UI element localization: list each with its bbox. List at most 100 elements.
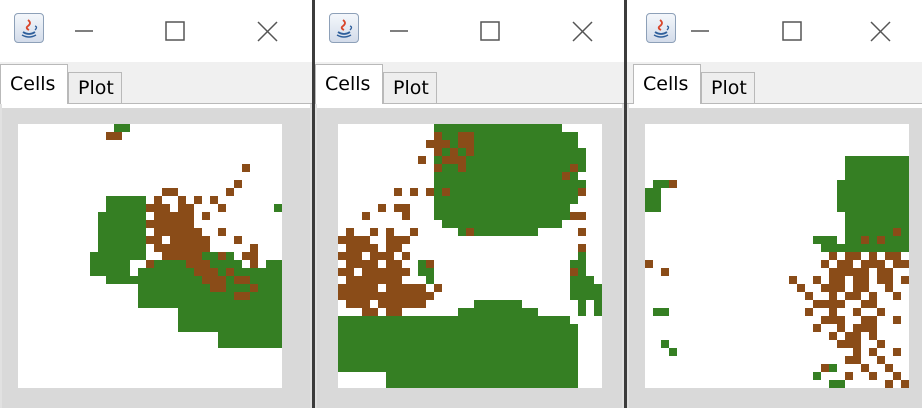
tab-cells[interactable]: Cells	[633, 64, 701, 104]
brown-cells	[458, 164, 466, 172]
brown-cells	[877, 308, 885, 316]
brown-cells	[434, 284, 442, 292]
brown-cells	[146, 220, 170, 228]
brown-cells	[661, 268, 669, 276]
cell-grid	[645, 124, 909, 388]
brown-cells	[821, 260, 829, 268]
brown-cells	[877, 268, 893, 276]
brown-cells	[250, 260, 258, 268]
tab-cells[interactable]: Cells	[315, 64, 383, 104]
brown-cells	[853, 348, 861, 356]
maximize-icon[interactable]	[156, 14, 190, 48]
brown-cells	[813, 276, 821, 284]
brown-cells	[578, 244, 586, 252]
brown-cells	[346, 244, 378, 252]
green-cells	[570, 260, 578, 300]
green-cells	[274, 268, 282, 308]
brown-cells	[861, 236, 869, 244]
tab-plot-label: Plot	[711, 77, 747, 99]
green-cells	[458, 228, 538, 236]
green-cells	[813, 236, 837, 244]
brown-cells	[450, 148, 458, 156]
tab-bar: Cells Plot	[627, 62, 922, 104]
brown-cells	[869, 252, 877, 260]
brown-cells	[869, 372, 877, 380]
brown-cells	[362, 308, 378, 316]
green-cells	[474, 300, 522, 308]
brown-cells	[861, 300, 877, 308]
brown-cells	[893, 316, 901, 324]
java-app-icon[interactable]	[646, 13, 676, 43]
tab-divider	[315, 103, 624, 104]
brown-cells	[370, 252, 394, 260]
window-separator	[624, 0, 627, 408]
brown-cells	[893, 260, 909, 268]
brown-cells	[338, 252, 362, 260]
close-icon[interactable]	[250, 14, 284, 48]
brown-cells	[146, 236, 162, 244]
brown-cells	[845, 372, 853, 380]
brown-cells	[346, 300, 370, 308]
brown-cells	[394, 188, 402, 196]
green-cells	[106, 276, 138, 284]
tab-plot[interactable]: Plot	[383, 72, 437, 104]
brown-cells	[837, 260, 853, 268]
title-bar[interactable]	[0, 0, 312, 62]
minimize-icon[interactable]	[682, 14, 716, 48]
brown-cells	[234, 236, 242, 244]
brown-cells	[877, 356, 885, 364]
app-window-2: Cells Plot	[315, 0, 624, 408]
brown-cells	[869, 292, 877, 300]
green-cells	[586, 276, 594, 300]
tab-bar: Cells Plot	[315, 62, 624, 104]
brown-cells	[386, 244, 402, 252]
brown-cells	[885, 380, 893, 388]
close-icon[interactable]	[863, 14, 897, 48]
java-app-icon[interactable]	[329, 13, 359, 43]
brown-cells	[154, 196, 162, 204]
maximize-icon[interactable]	[773, 14, 807, 48]
brown-cells	[845, 332, 861, 340]
brown-cells	[813, 300, 845, 308]
brown-cells	[386, 260, 402, 268]
brown-cells	[170, 220, 194, 228]
brown-cells	[877, 340, 885, 348]
brown-cells	[645, 260, 653, 268]
brown-cells	[226, 188, 234, 196]
green-cells	[837, 180, 909, 212]
brown-cells	[442, 156, 466, 164]
tab-plot[interactable]: Plot	[68, 72, 122, 104]
close-icon[interactable]	[565, 14, 599, 48]
tab-bar: Cells Plot	[0, 62, 312, 104]
brown-cells	[853, 308, 861, 316]
tab-cells-label: Cells	[325, 73, 371, 95]
brown-cells	[338, 268, 354, 276]
brown-cells	[466, 228, 474, 236]
green-cells	[386, 372, 578, 388]
brown-cells	[570, 268, 578, 276]
tab-plot[interactable]: Plot	[701, 72, 755, 104]
brown-cells	[458, 132, 474, 140]
green-cells	[653, 308, 661, 316]
brown-cells	[434, 148, 442, 156]
minimize-icon[interactable]	[381, 14, 415, 48]
brown-cells	[378, 204, 386, 212]
brown-cells	[901, 276, 909, 284]
minimize-icon[interactable]	[66, 14, 100, 48]
brown-cells	[394, 204, 410, 212]
green-cells	[106, 204, 146, 212]
brown-cells	[442, 140, 450, 148]
title-bar[interactable]	[315, 0, 624, 62]
brown-cells	[877, 236, 885, 244]
brown-cells	[442, 188, 450, 196]
brown-cells	[829, 308, 837, 316]
maximize-icon[interactable]	[471, 14, 505, 48]
java-app-icon[interactable]	[14, 13, 44, 43]
brown-cells	[346, 260, 378, 268]
brown-cells	[402, 252, 410, 260]
tab-cells[interactable]: Cells	[0, 64, 68, 104]
brown-cells	[861, 316, 877, 324]
green-cells	[274, 204, 282, 212]
title-bar[interactable]	[627, 0, 922, 62]
brown-cells	[154, 244, 210, 252]
